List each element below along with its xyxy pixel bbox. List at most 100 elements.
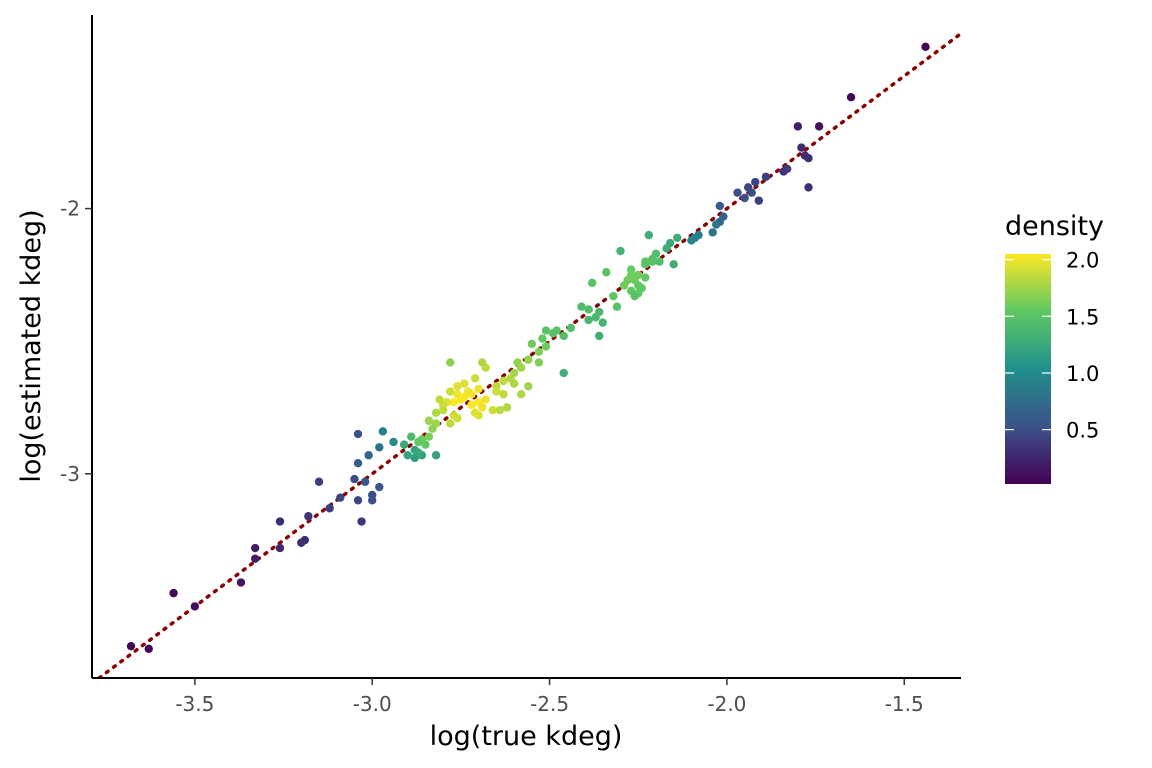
axes: -3.5 -3.0 -2.5 -2.0 -1.5 -3 -2 xyxy=(60,15,961,716)
x-tick-label: -2.0 xyxy=(707,692,746,716)
x-tick-label: -3.0 xyxy=(353,692,392,716)
data-point xyxy=(297,538,306,547)
data-point xyxy=(336,493,345,502)
x-tick-label: -3.5 xyxy=(175,692,214,716)
data-point xyxy=(477,403,487,412)
data-point xyxy=(236,578,246,587)
data-point xyxy=(446,387,455,396)
data-point xyxy=(751,177,760,187)
data-point xyxy=(399,440,409,449)
data-point xyxy=(449,397,458,407)
data-point xyxy=(534,358,544,367)
x-tick-label: -1.5 xyxy=(885,692,924,716)
data-point xyxy=(754,196,764,205)
data-point xyxy=(488,405,498,415)
data-point xyxy=(499,390,508,399)
data-point xyxy=(559,331,568,341)
data-point xyxy=(421,440,430,449)
data-point xyxy=(350,474,359,484)
y-tick-label: -3 xyxy=(60,462,80,486)
data-point xyxy=(407,432,416,441)
data-point xyxy=(470,374,480,383)
data-point xyxy=(559,368,568,378)
y-ticks: -3 -2 xyxy=(60,197,92,486)
x-tick-label: -2.5 xyxy=(530,692,569,716)
data-point xyxy=(446,419,455,428)
data-point xyxy=(467,400,476,410)
data-point xyxy=(353,458,363,468)
data-point xyxy=(492,387,501,396)
data-point xyxy=(595,331,604,341)
data-point xyxy=(499,376,508,386)
data-point xyxy=(804,154,813,163)
data-point xyxy=(804,183,813,192)
data-point xyxy=(368,496,377,505)
data-point xyxy=(474,411,483,420)
data-point xyxy=(431,451,441,460)
data-point xyxy=(708,228,717,237)
data-point xyxy=(453,382,462,391)
data-point xyxy=(353,496,363,505)
data-point xyxy=(584,305,593,314)
data-point xyxy=(662,244,671,253)
data-point xyxy=(655,257,664,266)
data-point xyxy=(541,342,551,351)
data-point xyxy=(779,167,788,176)
data-point xyxy=(314,477,324,486)
data-point xyxy=(438,405,448,415)
x-axis-title: log(true kdeg) xyxy=(430,721,623,752)
data-point xyxy=(598,318,607,327)
data-point xyxy=(190,602,200,611)
data-point xyxy=(357,517,366,526)
data-point xyxy=(687,236,696,245)
plot-area xyxy=(96,31,961,678)
data-point xyxy=(538,334,547,343)
data-point xyxy=(474,384,483,394)
data-point xyxy=(144,644,153,654)
data-point xyxy=(534,347,544,357)
data-point xyxy=(460,379,469,388)
data-point xyxy=(669,260,678,269)
legend-title: density xyxy=(1005,211,1104,242)
data-point xyxy=(435,395,444,404)
data-point xyxy=(733,188,742,197)
data-point xyxy=(403,451,412,460)
data-point xyxy=(516,390,526,399)
data-point xyxy=(587,278,597,288)
data-point xyxy=(481,395,490,404)
data-point xyxy=(712,220,721,229)
data-point xyxy=(495,405,505,415)
data-point xyxy=(378,427,388,436)
data-point xyxy=(740,193,749,203)
data-point xyxy=(364,451,373,460)
data-point xyxy=(360,477,370,486)
data-point xyxy=(446,358,455,367)
data-point xyxy=(428,424,437,433)
legend-tick-label: 1.5 xyxy=(1066,305,1099,329)
data-point xyxy=(477,358,487,367)
data-point xyxy=(527,339,537,349)
data-point xyxy=(250,554,260,563)
data-point xyxy=(453,413,462,423)
data-point xyxy=(414,437,423,447)
data-point xyxy=(353,429,363,439)
data-point xyxy=(747,188,756,197)
data-point xyxy=(431,408,441,417)
data-point xyxy=(609,291,618,301)
legend-ticks: 0.5 1.0 1.5 2.0 xyxy=(1005,249,1099,443)
data-point xyxy=(648,257,657,266)
data-point xyxy=(375,482,384,492)
legend-colorbar xyxy=(1005,254,1051,484)
data-point xyxy=(126,641,136,651)
data-point xyxy=(275,543,285,553)
legend-tick-label: 0.5 xyxy=(1066,419,1099,443)
x-ticks: -3.5 -3.0 -2.5 -2.0 -1.5 xyxy=(175,678,924,716)
data-point xyxy=(673,233,682,242)
data-point xyxy=(641,260,650,269)
data-point xyxy=(502,403,512,412)
data-point xyxy=(304,512,313,521)
legend-tick-label: 2.0 xyxy=(1066,249,1099,273)
data-point xyxy=(541,326,551,335)
color-legend: density 0.5 1.0 1.5 2.0 xyxy=(1005,211,1104,484)
